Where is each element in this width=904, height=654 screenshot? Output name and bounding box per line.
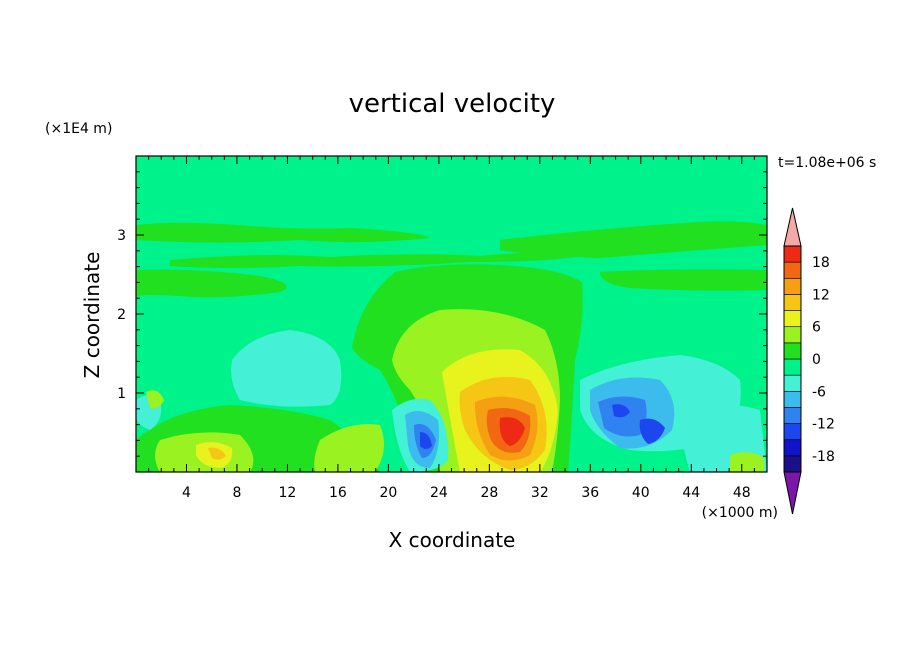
chart-title: vertical velocity xyxy=(349,89,556,119)
colorbar-swatch xyxy=(783,294,802,311)
x-tick-label: 40 xyxy=(632,485,650,501)
x-tick-label: 32 xyxy=(531,485,549,501)
colorbar-swatch xyxy=(783,277,802,295)
colorbar-swatch xyxy=(783,261,802,279)
x-tick-label: 20 xyxy=(379,485,397,501)
colorbar-swatch xyxy=(783,358,802,376)
colorbar-swatch xyxy=(783,423,802,441)
colorbar-swatch xyxy=(783,245,802,263)
plot-area xyxy=(136,156,767,472)
colorbar-tick-label: 0 xyxy=(812,352,821,368)
y-tick-label: 3 xyxy=(117,228,126,244)
x-tick-label: 8 xyxy=(232,485,241,501)
colorbar-swatch xyxy=(783,407,802,424)
colorbar-tick-label: 18 xyxy=(812,255,830,271)
upper-streaks xyxy=(136,221,767,298)
colorbar-over-arrow xyxy=(783,207,802,247)
colorbar-frame xyxy=(783,245,802,473)
x-unit-label: (×1000 m) xyxy=(702,505,778,521)
x-tick-label: 36 xyxy=(581,485,599,501)
x-tick-label: 44 xyxy=(682,485,700,501)
low-level-band xyxy=(136,390,767,472)
x-tick-label: 48 xyxy=(733,485,751,501)
colorbar-swatch xyxy=(783,439,802,457)
colorbar-swatch xyxy=(783,390,802,408)
central-downdraft xyxy=(392,398,449,472)
colorbar-under-arrow xyxy=(783,471,802,515)
colorbar-tick-label: 6 xyxy=(812,320,821,336)
x-tick-label: 24 xyxy=(430,485,448,501)
x-tick-label: 16 xyxy=(329,485,347,501)
colorbar-tick-label: -6 xyxy=(812,384,826,400)
y-axis-ticks: 1 2 3 xyxy=(117,171,767,457)
colorbar-swatch xyxy=(783,374,802,392)
x-axis-label: X coordinate xyxy=(389,528,516,552)
x-tick-label: 12 xyxy=(279,485,297,501)
x-axis-ticks: 4 8 12 16 20 24 28 32 36 40 44 48 xyxy=(148,156,755,501)
time-label: t=1.08e+06 s xyxy=(778,155,876,171)
colorbar-swatch xyxy=(783,326,802,344)
colorbar-swatch xyxy=(783,455,802,473)
y-tick-label: 1 xyxy=(117,386,126,402)
y-axis-label: Z coordinate xyxy=(80,252,104,379)
x-tick-label: 4 xyxy=(182,485,191,501)
colorbar-tick-label: 12 xyxy=(812,287,830,303)
colorbar-swatch xyxy=(783,342,802,360)
y-tick-label: 2 xyxy=(117,307,126,323)
left-downdraft-region xyxy=(231,330,342,407)
colorbar-tick-label: -18 xyxy=(812,449,835,465)
x-tick-label: 28 xyxy=(480,485,498,501)
colorbar-swatch xyxy=(783,310,802,328)
colorbar: 18 12 6 0 -6 -12 -18 xyxy=(783,207,835,515)
colorbar-tick-label: -12 xyxy=(812,417,835,433)
y-unit-label: (×1E4 m) xyxy=(45,121,112,137)
